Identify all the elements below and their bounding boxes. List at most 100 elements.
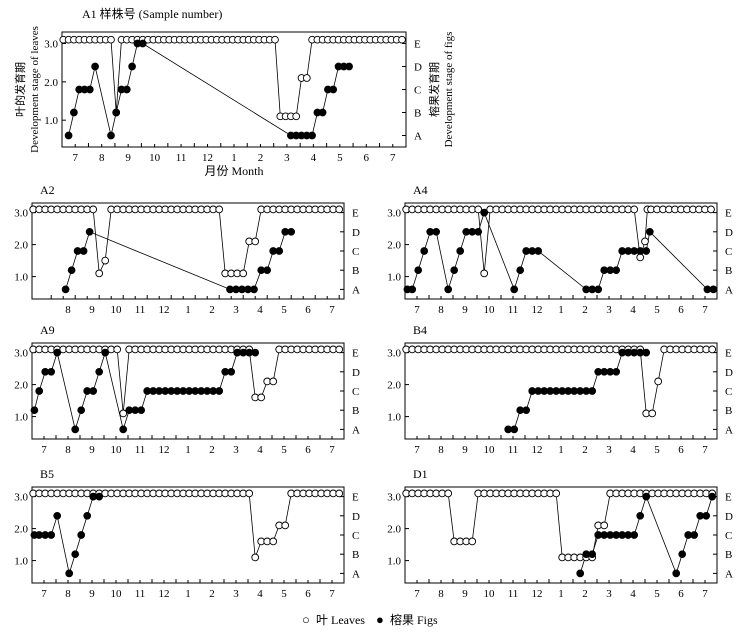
leaves-series-line — [33, 492, 340, 558]
panel-a1: A1 样株号 (Sample number)7 8 9 10 11 12 1 2 3 4 5 6 71.… — [13, 6, 455, 178]
fig-point — [642, 492, 651, 501]
x-tick-label: 11 — [135, 304, 146, 316]
leaf-point — [281, 521, 290, 530]
fig-point — [70, 108, 78, 117]
y-right-tick-label: C — [352, 386, 359, 398]
fig-point — [474, 227, 483, 236]
x-tick-label: 4 — [257, 304, 263, 316]
x-tick-label: 2 — [209, 304, 215, 316]
fig-point — [690, 531, 699, 539]
y-left-tick-label: 3.0 — [14, 492, 28, 504]
fig-point — [275, 247, 284, 255]
x-tick-label: 7 — [329, 304, 335, 316]
x-tick-label: 11 — [176, 152, 187, 164]
panel-title: B4 — [413, 323, 427, 337]
x-tick-label: 7 — [702, 444, 708, 456]
fig-point — [612, 367, 621, 376]
fig-point — [510, 285, 519, 294]
x-tick-label: 10 — [484, 588, 496, 600]
legend: ○ 叶 Leaves ● 榕果 Figs — [302, 612, 438, 627]
leaf-point — [271, 35, 279, 44]
x-tick-label: 12 — [159, 588, 170, 600]
y-right-tick-label: A — [352, 284, 360, 296]
x-tick-label: 2 — [582, 444, 588, 456]
x-tick-label: 5 — [281, 588, 287, 600]
x-tick-label: 7 — [329, 588, 335, 600]
plot-frame — [404, 486, 718, 584]
fig-point — [91, 62, 99, 71]
y-right-tick-label: E — [725, 492, 732, 504]
x-tick-label: 11 — [135, 444, 146, 456]
leaf-point — [119, 409, 128, 418]
y-right-tick-label: B — [725, 549, 732, 561]
x-tick-label: 4 — [257, 588, 263, 600]
y-left-tick-label: 1.0 — [387, 556, 401, 568]
fig-point — [630, 531, 639, 539]
fig-point — [480, 208, 489, 217]
fig-point — [30, 406, 39, 415]
leaf-point — [239, 269, 248, 278]
x-tick-label: 2 — [209, 444, 215, 456]
fig-point — [107, 131, 115, 140]
y-right-tick-label: A — [352, 568, 360, 580]
x-tick-label: 8 — [438, 588, 444, 600]
fig-point — [345, 62, 353, 71]
y-right-tick-label: D — [352, 511, 360, 523]
x-tick-label: 12 — [532, 588, 543, 600]
y-right-tick-label: C — [725, 386, 732, 398]
x-tick-label: 10 — [111, 588, 123, 600]
fig-point — [250, 285, 258, 294]
leaves-series-line — [33, 208, 340, 275]
x-tick-label: 12 — [159, 444, 170, 456]
y-right-tick-label: B — [725, 405, 732, 417]
figs-series-line — [407, 211, 714, 291]
fig-point — [522, 406, 531, 415]
y-right-tick-label: C — [352, 246, 359, 258]
fig-point — [263, 266, 272, 275]
x-tick-label: 3 — [606, 588, 612, 600]
x-tick-label: 7 — [414, 304, 420, 316]
y-right-axis-title-en: Development stage of figs — [443, 32, 455, 148]
x-tick-label: 9 — [125, 152, 131, 164]
fig-point — [444, 285, 453, 294]
x-tick-label: 8 — [99, 152, 105, 164]
fig-point — [122, 85, 131, 94]
y-right-tick-label: A — [725, 424, 733, 436]
x-tick-label: 9 — [462, 444, 468, 456]
y-left-tick-label: 3.0 — [387, 348, 401, 360]
y-right-tick-label: B — [352, 265, 359, 277]
leaf-point — [654, 377, 663, 386]
x-tick-label: 6 — [678, 588, 684, 600]
y-right-tick-label: E — [352, 208, 359, 220]
x-tick-label: 2 — [582, 588, 588, 600]
leaves-series-line — [33, 348, 340, 414]
x-tick-label: 2 — [582, 304, 588, 316]
fig-point — [420, 247, 429, 255]
x-tick-label: 12 — [532, 444, 543, 456]
fig-point — [79, 247, 88, 255]
x-tick-label: 9 — [462, 588, 468, 600]
y-left-tick-label: 2.0 — [44, 77, 58, 89]
fig-point — [672, 569, 681, 578]
y-right-tick-label: A — [352, 424, 360, 436]
leaf-point — [630, 205, 639, 214]
y-right-tick-label: D — [352, 367, 360, 379]
leaf-point — [398, 35, 406, 44]
y-left-tick-label: 3.0 — [44, 39, 58, 51]
y-left-tick-label: 1.0 — [14, 556, 28, 568]
x-tick-label: 6 — [364, 152, 370, 164]
x-tick-label: 9 — [462, 304, 468, 316]
y-right-tick-label: B — [725, 265, 732, 277]
legend-leaves-marker: ○ — [302, 612, 310, 627]
y-right-tick-label: A — [725, 568, 733, 580]
x-tick-label: 3 — [606, 444, 612, 456]
x-tick-label: 5 — [654, 444, 660, 456]
x-tick-label: 7 — [702, 304, 708, 316]
leaf-point — [292, 112, 301, 121]
y-right-tick-label: C — [725, 530, 732, 542]
y-right-tick-label: E — [725, 208, 732, 220]
y-left-axis-title-cn: 叶的发育期 — [13, 62, 27, 117]
x-tick-label: 8 — [65, 588, 71, 600]
x-tick-label: 7 — [414, 444, 420, 456]
